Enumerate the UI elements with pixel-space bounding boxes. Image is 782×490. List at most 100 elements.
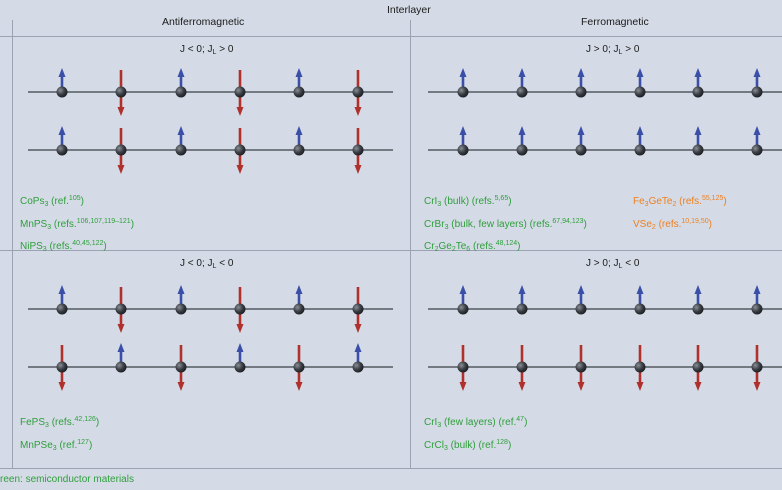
materials-top-left: CoPs3 (ref.105) MnPS3 (refs.106,107,119–… bbox=[20, 191, 134, 259]
spin-down-arrowhead bbox=[58, 382, 66, 391]
spin-up-arrowhead bbox=[177, 126, 185, 135]
materials-bottom-right: CrI3 (few layers) (ref.47) CrCl3 (bulk) … bbox=[424, 412, 527, 457]
spin-up-arrowhead bbox=[518, 68, 526, 77]
lattice-atom bbox=[56, 144, 68, 156]
material-item: CrBr3 (bulk, few layers) (refs.67,94,123… bbox=[424, 217, 587, 231]
spin-down-arrowhead bbox=[753, 382, 761, 391]
material-item: CoPs3 (ref.105) bbox=[20, 195, 84, 208]
left-divider bbox=[12, 20, 13, 468]
lattice-atom bbox=[352, 361, 364, 373]
lattice-atom bbox=[692, 303, 704, 315]
lattice-atom bbox=[751, 144, 763, 156]
lattice-atom bbox=[457, 361, 469, 373]
spin-up-arrowhead bbox=[753, 126, 761, 135]
material-item: Cr2Ge2Te6 (refs.48,124) bbox=[424, 240, 521, 253]
spin-up-arrowhead bbox=[58, 68, 66, 77]
spin-up-arrowhead bbox=[117, 343, 125, 352]
spin-down-arrowhead bbox=[117, 324, 125, 333]
spin-up-arrowhead bbox=[58, 126, 66, 135]
lattice-atom bbox=[516, 361, 528, 373]
material-item: CrCl3 (bulk) (ref.128) bbox=[424, 438, 512, 452]
materials-top-right-orange: Fe3GeTe2 (refs.55,125) VSe2 (refs.10,19,… bbox=[633, 191, 727, 236]
spin-down-arrowhead bbox=[694, 382, 702, 391]
lattice-atom bbox=[516, 86, 528, 98]
lattice-atom bbox=[575, 144, 587, 156]
lattice-atom bbox=[692, 86, 704, 98]
spin-up-arrowhead bbox=[694, 126, 702, 135]
center-divider bbox=[410, 20, 411, 468]
lattice-atom bbox=[516, 144, 528, 156]
spin-down-arrowhead bbox=[236, 324, 244, 333]
spin-up-arrowhead bbox=[636, 126, 644, 135]
lattice-atom bbox=[293, 86, 305, 98]
condition-bottom-right: J > 0; JL < 0 bbox=[586, 258, 640, 270]
lattice-atom bbox=[634, 86, 646, 98]
lattice-atom bbox=[56, 303, 68, 315]
lattice-atom bbox=[575, 361, 587, 373]
lattice-atom bbox=[293, 361, 305, 373]
material-item: CrI3 (bulk) (refs.5,65) bbox=[424, 195, 512, 208]
lattice-atom bbox=[751, 303, 763, 315]
lattice-atom bbox=[175, 303, 187, 315]
spin-down-arrowhead bbox=[117, 107, 125, 116]
lattice-atom bbox=[115, 144, 127, 156]
condition-top-left: J < 0; JL > 0 bbox=[180, 44, 234, 56]
lattice-atom bbox=[516, 303, 528, 315]
spin-up-arrowhead bbox=[236, 343, 244, 352]
lattice-atom bbox=[234, 303, 246, 315]
spin-up-arrowhead bbox=[753, 68, 761, 77]
materials-bottom-left: FePS3 (refs.42,126) MnPSe3 (ref.127) bbox=[20, 412, 99, 457]
spin-up-arrowhead bbox=[177, 68, 185, 77]
spin-down-arrowhead bbox=[177, 382, 185, 391]
lattice-atom bbox=[115, 303, 127, 315]
spin-up-arrowhead bbox=[636, 285, 644, 294]
spin-up-arrowhead bbox=[518, 285, 526, 294]
spin-up-arrowhead bbox=[354, 343, 362, 352]
material-item: MnPS3 (refs.106,107,119–121) bbox=[20, 217, 135, 231]
materials-top-right-green: CrI3 (bulk) (refs.5,65) CrBr3 (bulk, few… bbox=[424, 191, 587, 259]
lattice-atom bbox=[634, 361, 646, 373]
lattice-atom bbox=[56, 361, 68, 373]
interlayer-header: Interlayer bbox=[387, 4, 431, 16]
condition-bottom-left: J < 0; JL < 0 bbox=[180, 258, 234, 270]
spin-up-arrowhead bbox=[577, 126, 585, 135]
lattice-atom bbox=[575, 303, 587, 315]
antiferromagnetic-header: Antiferromagnetic bbox=[162, 16, 245, 28]
spin-up-arrowhead bbox=[577, 285, 585, 294]
spin-up-arrowhead bbox=[694, 68, 702, 77]
spin-down-arrowhead bbox=[354, 165, 362, 174]
spin-down-arrowhead bbox=[459, 382, 467, 391]
lattice-atom bbox=[352, 144, 364, 156]
material-item: VSe2 (refs.10,19,50) bbox=[633, 217, 712, 231]
header-divider bbox=[0, 36, 782, 37]
lattice-atom bbox=[692, 144, 704, 156]
lattice-atom bbox=[234, 361, 246, 373]
spin-down-arrowhead bbox=[577, 382, 585, 391]
spin-down-arrowhead bbox=[354, 107, 362, 116]
lattice-atom bbox=[457, 86, 469, 98]
bottom-divider bbox=[0, 468, 782, 469]
lattice-atom bbox=[634, 303, 646, 315]
spin-up-arrowhead bbox=[577, 68, 585, 77]
spin-down-arrowhead bbox=[117, 165, 125, 174]
spin-up-arrowhead bbox=[177, 285, 185, 294]
spin-up-arrowhead bbox=[295, 126, 303, 135]
lattice-atom bbox=[115, 361, 127, 373]
spin-up-arrowhead bbox=[459, 126, 467, 135]
lattice-atom bbox=[234, 144, 246, 156]
lattice-atom bbox=[175, 144, 187, 156]
material-item: FePS3 (refs.42,126) bbox=[20, 416, 100, 429]
spin-down-arrowhead bbox=[236, 165, 244, 174]
spin-down-arrowhead bbox=[354, 324, 362, 333]
lattice-atom bbox=[457, 144, 469, 156]
spin-up-arrowhead bbox=[58, 285, 66, 294]
condition-top-right: J > 0; JL > 0 bbox=[586, 44, 640, 56]
lattice-atom bbox=[575, 86, 587, 98]
lattice-atom bbox=[175, 86, 187, 98]
material-item: CrI3 (few layers) (ref.47) bbox=[424, 416, 528, 429]
spin-down-arrowhead bbox=[636, 382, 644, 391]
spin-up-arrowhead bbox=[295, 68, 303, 77]
lattice-atom bbox=[175, 361, 187, 373]
lattice-atom bbox=[56, 86, 68, 98]
